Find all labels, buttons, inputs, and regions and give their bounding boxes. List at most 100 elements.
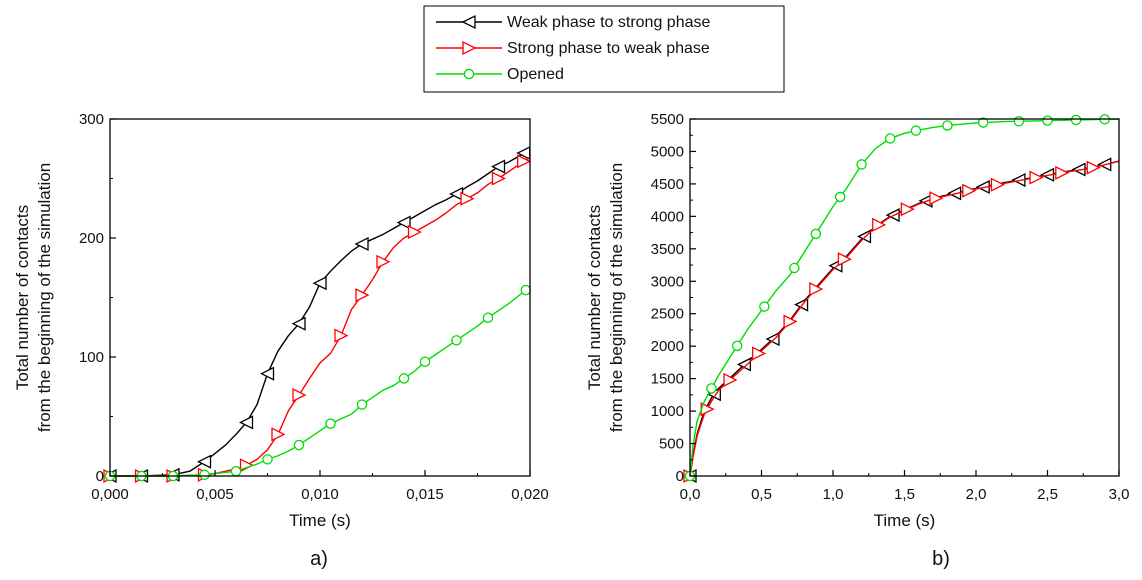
series-line-2: [110, 286, 531, 477]
data-point-2-13: [1042, 115, 1053, 126]
x-tick-label: 3,0: [1109, 486, 1130, 503]
data-point-1-6: [292, 388, 307, 403]
data-point-1-7: [872, 217, 887, 232]
y-axis-title-line-1: from the beginning of the simulation: [607, 163, 626, 432]
data-point-0-6: [857, 229, 872, 244]
data-point-2-7: [325, 418, 336, 429]
data-point-1-12: [491, 171, 506, 186]
data-point-1-6: [837, 252, 852, 267]
data-point-2-11: [977, 117, 989, 128]
data-point-2-10: [942, 120, 953, 131]
y-axis-title-line-1: from the beginning of the simulation: [35, 163, 54, 432]
data-point-1-11: [990, 177, 1005, 192]
legend-label-2: Opened: [507, 66, 564, 83]
data-point-2-6: [834, 191, 846, 203]
x-tick-label: 0,005: [196, 486, 234, 503]
panel-label: b): [932, 548, 950, 570]
data-point-1-10: [407, 224, 422, 240]
legend-label-1: Strong phase to weak phase: [507, 40, 710, 57]
data-point-2-12: [482, 312, 494, 323]
data-point-0-9: [396, 215, 411, 230]
series-line-1: [110, 156, 531, 477]
x-tick-label: 0,020: [511, 486, 549, 503]
series-line-0: [110, 148, 531, 477]
panel-label: a): [310, 548, 328, 570]
y-tick-label: 0: [96, 468, 104, 485]
data-point-1-9: [376, 254, 391, 269]
y-tick-label: 500: [659, 436, 684, 453]
data-point-1-13: [517, 154, 532, 169]
chart-panel-a: 0,000 0,005 0,010 0,015 0,020 0 100 200 300 Time …: [13, 111, 549, 570]
data-point-1-8: [900, 202, 915, 217]
series-line-2: [689, 118, 1120, 477]
y-tick-label: 1500: [651, 371, 684, 388]
y-tick-label: 5000: [651, 143, 684, 160]
data-point-1-8: [355, 288, 370, 303]
data-point-1-4: [783, 314, 798, 329]
x-axis-title: Time (s): [874, 511, 936, 530]
data-point-0-11: [491, 159, 506, 174]
data-point-2-12: [1013, 116, 1025, 127]
data-point-2-9: [910, 125, 922, 136]
x-tick-label: 0,0: [680, 486, 701, 503]
data-point-1-11: [460, 191, 475, 206]
data-point-1-10: [962, 183, 977, 198]
data-point-2-9: [398, 373, 410, 384]
y-tick-label: 1000: [651, 403, 684, 420]
data-point-2-7: [856, 159, 867, 170]
x-axis-title: Time (s): [289, 511, 351, 530]
data-point-1-14: [1086, 160, 1101, 175]
data-point-1-7: [334, 328, 349, 343]
series-2: [684, 114, 1120, 482]
x-tick-label: 1,5: [894, 486, 915, 503]
data-point-2-4: [230, 465, 242, 477]
chart-panel-b: 0,0 0,5 1,0 1,5 2,0 2,5 3,0 0 500 1000 1500 2000 250…: [585, 111, 1129, 570]
data-point-1-3: [751, 346, 767, 361]
data-point-1-2: [723, 372, 738, 387]
data-point-2-3: [199, 469, 210, 481]
data-point-2-5: [262, 454, 273, 465]
data-point-1-9: [929, 191, 944, 206]
y-tick-label: 2500: [651, 306, 684, 323]
data-point-1-5: [809, 282, 824, 297]
data-point-2-3: [759, 301, 770, 312]
y-tick-label: 2000: [651, 338, 684, 355]
y-tick-label: 200: [79, 230, 104, 247]
data-point-0-3: [197, 454, 212, 469]
data-point-1-12: [1029, 170, 1044, 185]
series-2: [104, 284, 532, 482]
data-point-1-13: [1055, 165, 1070, 180]
legend-marker-1: [462, 40, 477, 56]
data-point-1-5: [271, 427, 286, 442]
x-tick-label: 0,010: [301, 486, 339, 503]
data-point-2-1: [706, 383, 717, 394]
data-point-2-5: [810, 228, 822, 240]
data-point-0-7: [312, 276, 327, 291]
y-tick-label: 3000: [651, 273, 684, 290]
y-tick-label: 0: [676, 468, 684, 485]
data-point-2-4: [789, 262, 800, 274]
x-tick-label: 0,000: [91, 486, 129, 503]
plot-frame: [689, 118, 1120, 477]
plot-frame: [109, 118, 531, 477]
y-tick-label: 4500: [651, 176, 684, 193]
data-point-0-8: [354, 236, 369, 252]
y-tick-label: 100: [79, 349, 104, 366]
y-axis-title-line-0: Total number of contacts: [585, 205, 604, 390]
data-point-2-6: [293, 439, 305, 451]
data-point-2-8: [356, 399, 368, 410]
data-point-2-10: [419, 356, 431, 368]
series-1: [683, 160, 1120, 484]
data-point-2-14: [1070, 114, 1082, 126]
data-point-0-3: [765, 331, 780, 347]
x-tick-label: 0,5: [751, 486, 772, 503]
y-tick-label: 4000: [651, 208, 684, 225]
y-tick-label: 300: [79, 111, 104, 128]
data-point-2-13: [520, 284, 532, 296]
x-tick-label: 2,0: [966, 486, 987, 503]
legend-box: [423, 5, 785, 93]
x-tick-label: 1,0: [823, 486, 844, 503]
legend: Weak phase to strong phase Strong phase t…: [423, 5, 785, 93]
y-tick-label: 3500: [651, 241, 684, 258]
